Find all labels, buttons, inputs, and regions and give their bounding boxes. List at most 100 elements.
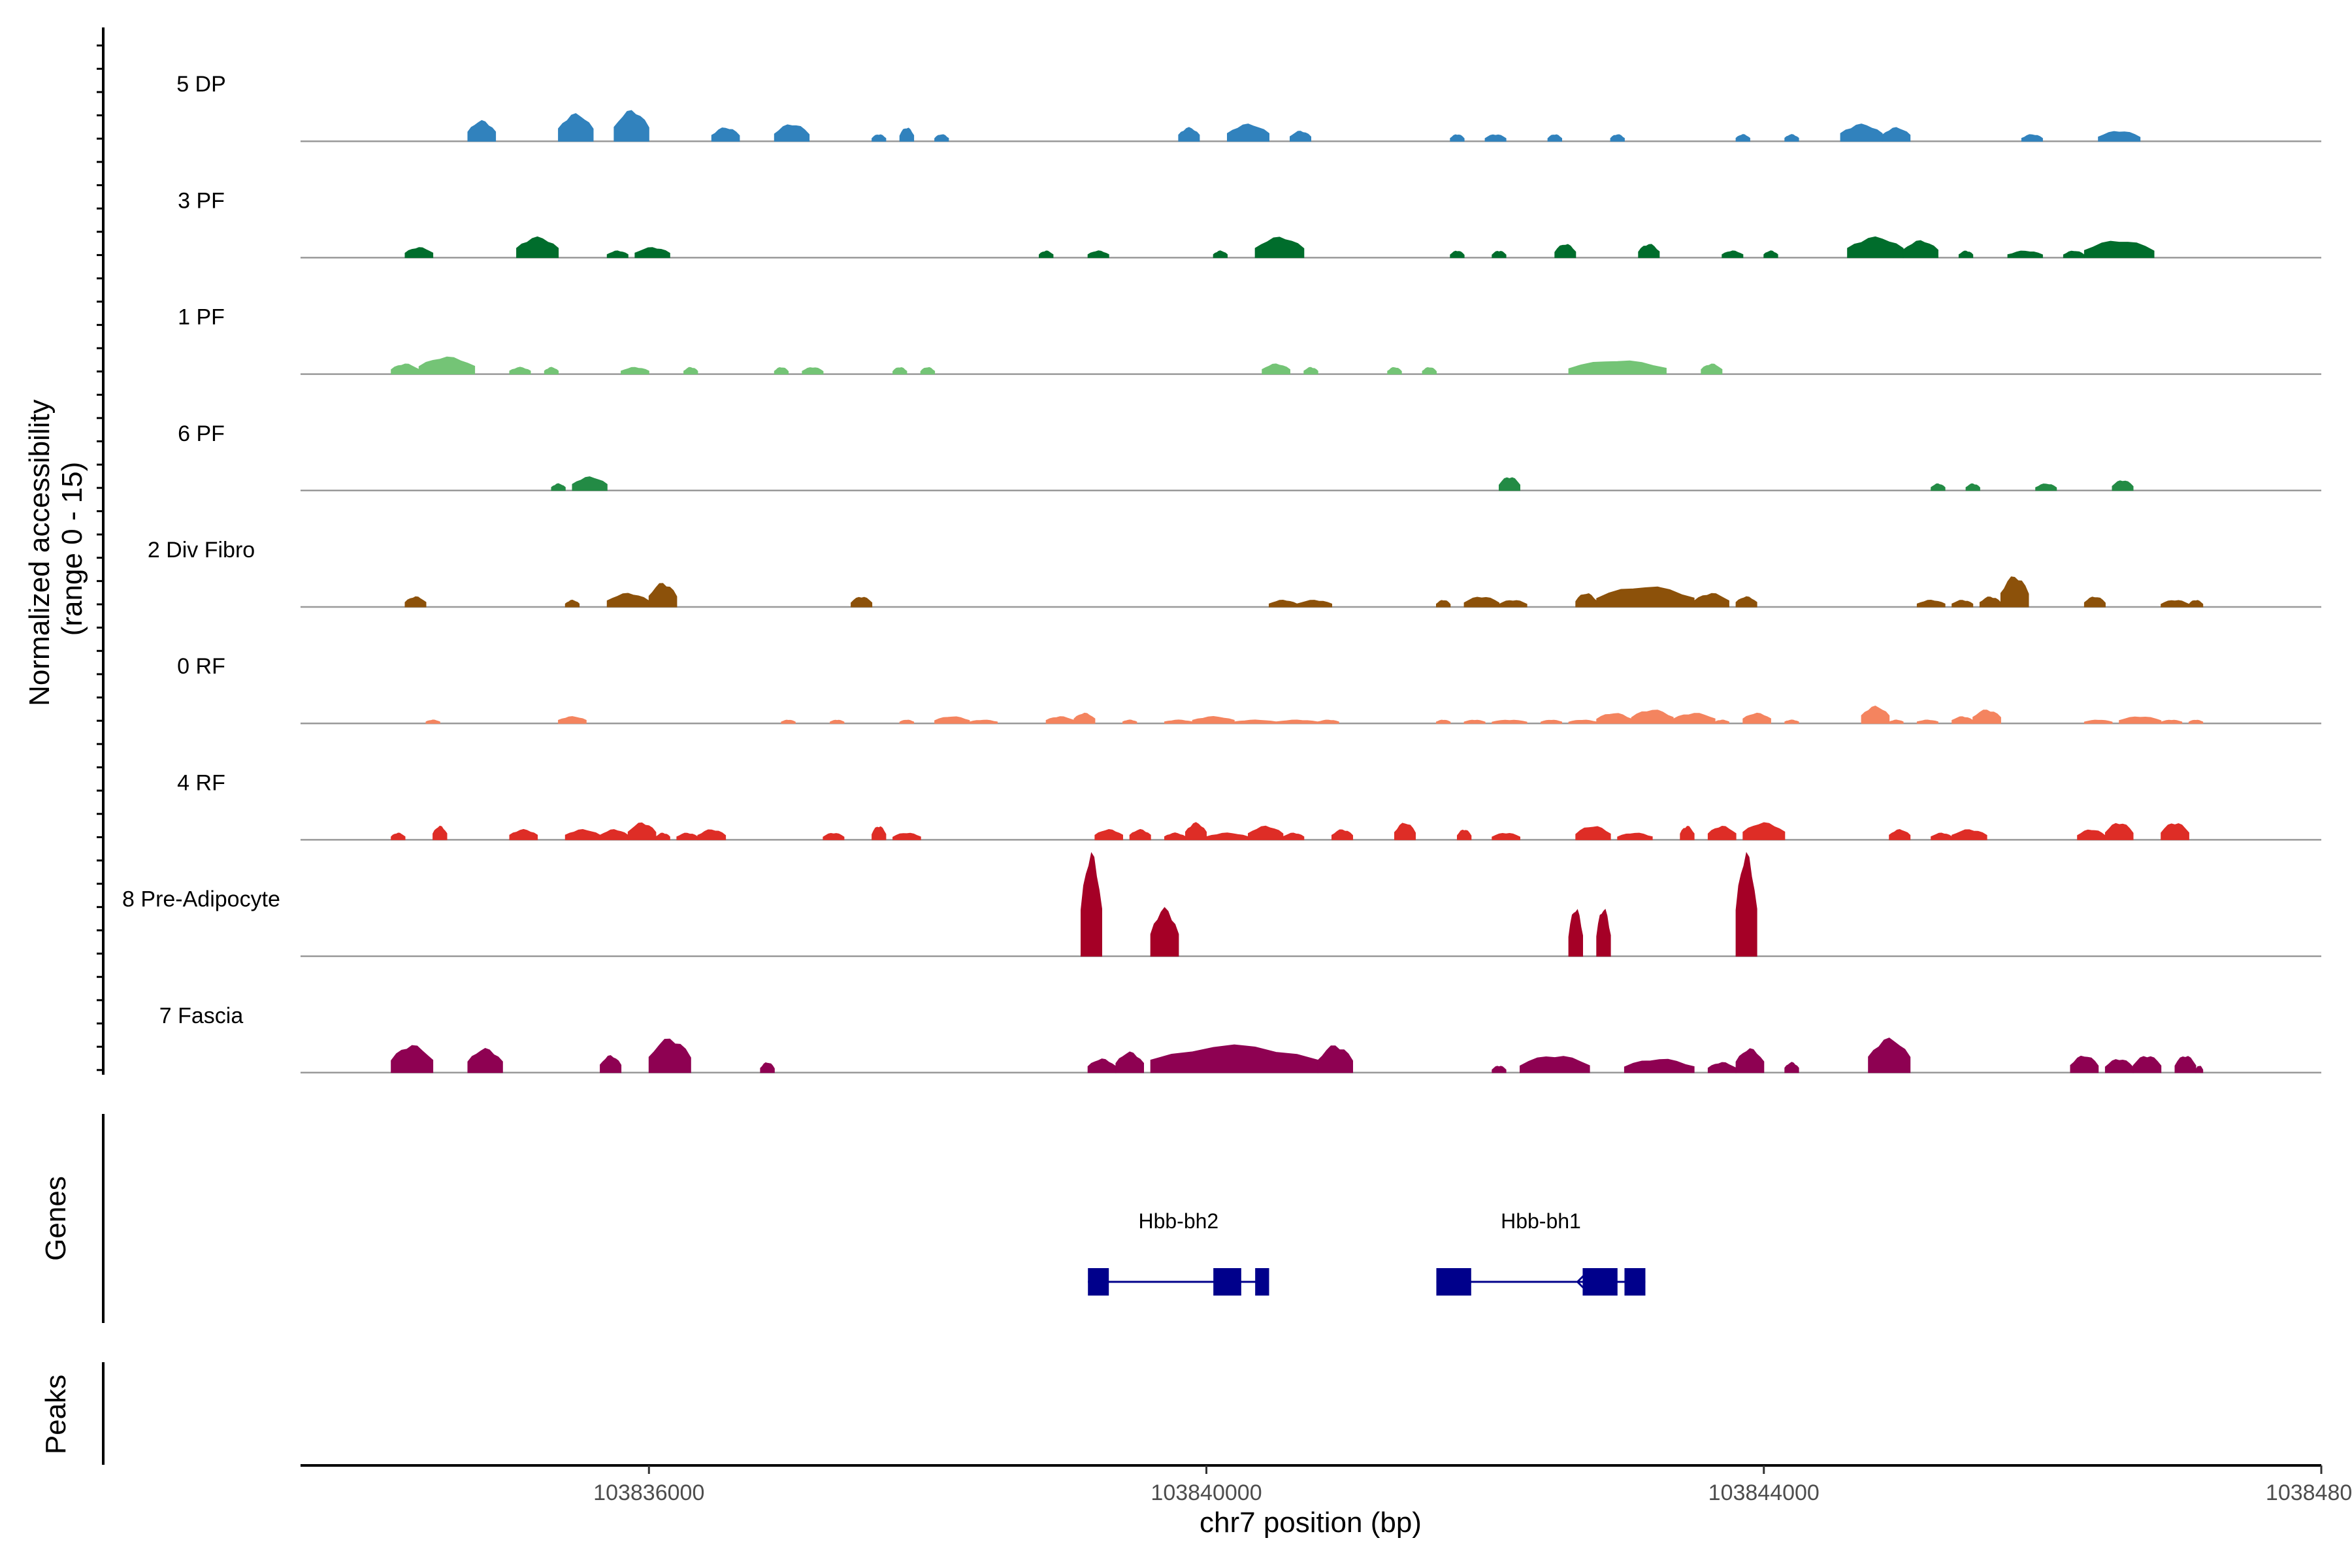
coverage-peak xyxy=(1840,123,1883,142)
coverage-peak xyxy=(627,822,657,840)
coverage-peak xyxy=(1081,852,1102,957)
coverage-peak xyxy=(1303,367,1318,375)
coverage-peak xyxy=(1742,822,1786,840)
coverage-peak xyxy=(683,367,698,375)
coverage-peak xyxy=(1422,367,1437,375)
track-8-pre-adipocyte: 8 Pre-Adipocyte xyxy=(122,852,2321,957)
coverage-peak xyxy=(425,719,440,724)
gene-exon xyxy=(1436,1268,1471,1296)
coverage-peak xyxy=(1952,600,1974,608)
coverage-peak xyxy=(391,1045,434,1073)
coverage-peak xyxy=(564,828,601,840)
coverage-peak xyxy=(2098,131,2141,142)
coverage-peak xyxy=(1248,825,1284,840)
coverage-peak xyxy=(1735,134,1750,142)
track-7-fascia: 7 Fascia xyxy=(159,1004,2321,1074)
coverage-peak xyxy=(600,1054,622,1073)
coverage-peak xyxy=(1735,852,1757,957)
coverage-peak xyxy=(1150,907,1179,957)
coverage-peak xyxy=(1673,713,1716,724)
gene-hbb-bh2: Hbb-bh2 xyxy=(1088,1209,1269,1296)
track-2-div-fibro: 2 Div Fibro xyxy=(148,538,2321,608)
coverage-peak xyxy=(600,829,629,840)
coverage-peak xyxy=(1317,1045,1353,1073)
coverage-peak xyxy=(606,250,629,258)
coverage-peak xyxy=(1861,706,1890,724)
coverage-peak xyxy=(1958,250,1974,258)
x-tick-label: 103840000 xyxy=(1151,1480,1262,1505)
coverage-peak xyxy=(509,828,538,840)
coverage-peak xyxy=(1889,719,1904,724)
coverage-peak xyxy=(1903,240,1938,258)
coverage-peak xyxy=(551,483,566,491)
coverage-peak xyxy=(1073,712,1096,724)
coverage-peak xyxy=(1568,360,1667,375)
coverage-peak xyxy=(621,367,649,375)
coverage-peak xyxy=(2161,823,2189,840)
coverage-peak xyxy=(1631,710,1674,724)
track-label: 0 RF xyxy=(177,654,225,679)
coverage-peak xyxy=(899,719,915,724)
track-label: 1 PF xyxy=(178,305,225,330)
coverage-peak xyxy=(2104,823,2134,840)
coverage-peak xyxy=(1547,134,1562,142)
coverage-peak xyxy=(1331,829,1353,840)
coverage-peak xyxy=(1045,716,1075,724)
coverage-peak xyxy=(1463,719,1486,724)
coverage-peak xyxy=(2070,1055,2099,1073)
coverage-peak xyxy=(1722,250,1744,258)
coverage-tracks: 5 DP 3 PF 1 PF 6 PF 2 Div Fibro 0 RF 4 RF 8 Pre… xyxy=(122,72,2321,1074)
coverage-peak xyxy=(2195,1066,2204,1073)
track-label: 8 Pre-Adipocyte xyxy=(122,887,280,912)
coverage-peak xyxy=(1847,236,1904,258)
coverage-peak xyxy=(1178,127,1200,142)
track-label: 5 DP xyxy=(176,72,226,97)
x-tick-label: 103844000 xyxy=(1708,1480,1820,1505)
coverage-peak xyxy=(1868,1037,1911,1073)
coverage-peak xyxy=(1568,909,1583,957)
coverage-peak xyxy=(1784,134,1799,142)
coverage-peak xyxy=(558,113,594,142)
coverage-peak xyxy=(1296,600,1332,608)
coverage-peak xyxy=(1450,134,1465,142)
coverage-peak xyxy=(2188,600,2204,608)
coverage-peak xyxy=(2021,134,2043,142)
coverage-peak xyxy=(1952,716,1974,724)
coverage-peak xyxy=(404,596,427,608)
track-3-pf: 3 PF xyxy=(178,188,2321,259)
coverage-peak xyxy=(872,826,887,840)
coverage-peak xyxy=(634,247,670,258)
coverage-peak xyxy=(697,829,727,840)
coverage-peak xyxy=(1763,250,1778,258)
coverage-peak xyxy=(1624,1058,1695,1073)
coverage-peak xyxy=(802,367,824,375)
track-label: 2 Div Fibro xyxy=(148,538,255,563)
coverage-peak xyxy=(1499,600,1527,608)
coverage-peak xyxy=(2083,719,2113,724)
gene-exon xyxy=(1624,1268,1646,1296)
coverage-peak xyxy=(1457,829,1472,840)
coverage-peak xyxy=(1638,244,1660,258)
coverage-peak xyxy=(1262,363,1290,375)
coverage-peak xyxy=(2112,480,2134,491)
coverage-peak xyxy=(558,716,587,724)
coverage-peak xyxy=(1492,1066,1507,1073)
coverage-peak xyxy=(1714,719,1729,724)
coverage-peak xyxy=(2161,719,2183,724)
gene-exon xyxy=(1582,1268,1618,1296)
gene-annotations: Hbb-bh2 Hbb-bh1 xyxy=(1088,1209,1646,1296)
track-label: 4 RF xyxy=(177,770,225,795)
coverage-peak xyxy=(1916,599,1946,608)
coverage-peak xyxy=(1499,477,1520,491)
coverage-peak xyxy=(2174,1056,2197,1073)
coverage-peak xyxy=(1575,826,1611,840)
coverage-peak xyxy=(509,367,531,375)
gene-label: Hbb-bh2 xyxy=(1138,1209,1218,1233)
coverage-peak xyxy=(774,367,789,375)
coverage-peak xyxy=(648,583,678,608)
coverage-peak xyxy=(823,832,845,840)
coverage-peak xyxy=(1735,1048,1765,1073)
coverage-peak xyxy=(2083,596,2106,608)
coverage-peak xyxy=(1952,829,1987,840)
coverage-peak xyxy=(1185,822,1207,840)
